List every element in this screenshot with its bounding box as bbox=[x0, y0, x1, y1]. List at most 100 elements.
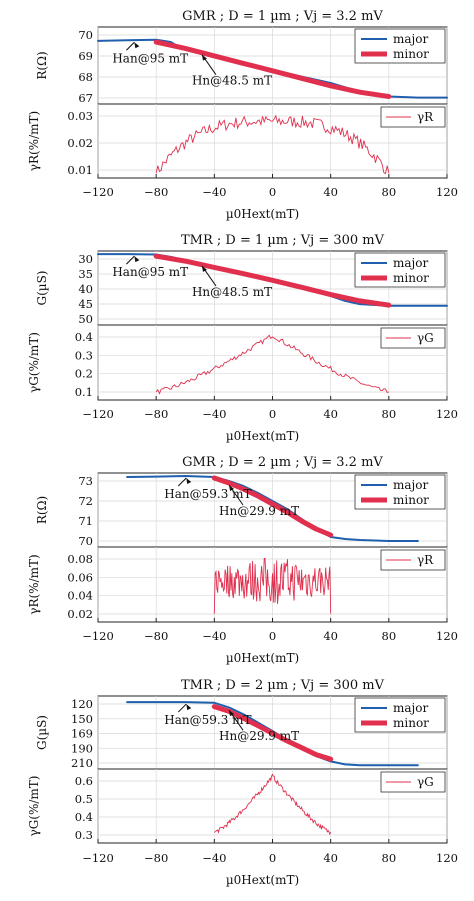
chart-title: TMR ; D = 1 µm ; Vj = 300 mV bbox=[181, 233, 385, 248]
y-tick-label: 0.01 bbox=[67, 163, 93, 177]
x-tick-label: 80 bbox=[382, 851, 397, 865]
annotation-label: Hn@48.5 mT bbox=[192, 285, 272, 299]
x-tick-label: −40 bbox=[202, 407, 226, 421]
y-tick-label: 0.4 bbox=[75, 330, 93, 344]
annotation-label: Han@95 mT bbox=[112, 51, 188, 65]
chart-panel-4: TMR ; D = 2 µm ; Vj = 300 mV120150169190… bbox=[27, 678, 458, 887]
chart-panel-2: TMR ; D = 1 µm ; Vj = 300 mV3035404550G(… bbox=[27, 233, 458, 443]
legend-box bbox=[354, 28, 446, 64]
legend-label: major bbox=[393, 256, 428, 270]
legend-label: major bbox=[393, 701, 428, 715]
annotation-label: Hn@29.9 mT bbox=[219, 504, 299, 518]
legend-label: γR bbox=[417, 110, 434, 124]
annotation-arrow bbox=[177, 477, 187, 487]
y-tick-label: 0.4 bbox=[75, 810, 93, 824]
x-tick-label: 40 bbox=[323, 851, 338, 865]
x-tick-label: 120 bbox=[436, 851, 458, 865]
x-tick-label: 120 bbox=[436, 185, 458, 199]
y-tick-label: 73 bbox=[78, 474, 93, 488]
y-tick-label: 40 bbox=[78, 282, 93, 296]
y-tick-label: 71 bbox=[78, 514, 93, 528]
series-line-gamma bbox=[155, 114, 390, 175]
x-tick-label: −40 bbox=[202, 629, 226, 643]
x-tick-label: 0 bbox=[269, 407, 276, 421]
y-tick-label: 0.04 bbox=[67, 589, 93, 603]
x-tick-label: −80 bbox=[144, 407, 168, 421]
chart-panel-1: GMR ; D = 1 µm ; Vj = 3.2 mV 70 69 68 67 R(Ω)… bbox=[27, 9, 458, 221]
x-tick-label: −40 bbox=[202, 851, 226, 865]
x-tick-label: −120 bbox=[82, 629, 114, 643]
y-axis-label: γG(%/mT) bbox=[27, 332, 41, 393]
legend-box bbox=[380, 106, 446, 128]
legend-label: major bbox=[393, 478, 428, 492]
y-tick-label: 120 bbox=[71, 697, 93, 711]
annotation-arrow bbox=[126, 255, 135, 265]
y-tick-label: 190 bbox=[71, 741, 93, 755]
x-tick-label: 0 bbox=[269, 851, 276, 865]
y-axis-label: γR(%/mT) bbox=[27, 111, 41, 171]
y-tick-label: 67 bbox=[78, 91, 93, 105]
x-tick-label: 80 bbox=[382, 629, 397, 643]
y-tick-label: 0.02 bbox=[67, 136, 93, 150]
y-tick-label: 72 bbox=[78, 494, 93, 508]
x-tick-label: 0 bbox=[269, 185, 276, 199]
annotation-arrowhead bbox=[134, 256, 140, 263]
y-tick-label: 50 bbox=[78, 312, 93, 326]
y-tick-label: 210 bbox=[71, 756, 93, 770]
y-tick-label: 0.3 bbox=[75, 348, 93, 362]
x-tick-label: −80 bbox=[144, 185, 168, 199]
x-tick-label: −120 bbox=[82, 851, 114, 865]
y-axis-label: γG(%/mT) bbox=[27, 776, 41, 837]
series-line-gamma bbox=[213, 557, 332, 614]
annotation-label: Han@59.3 mT bbox=[164, 713, 251, 727]
y-tick-label: 30 bbox=[78, 252, 93, 266]
annotation-label: Han@59.3 mT bbox=[164, 487, 251, 501]
series-line-minor bbox=[153, 253, 392, 308]
legend-label: minor bbox=[393, 47, 429, 61]
series-line-minor bbox=[211, 475, 334, 538]
y-tick-label: 0.1 bbox=[75, 385, 93, 399]
y-tick-label: 70 bbox=[78, 28, 93, 42]
series-line-minor bbox=[153, 39, 392, 99]
annotation-arrowhead bbox=[186, 478, 192, 484]
legend-box bbox=[354, 474, 446, 510]
y-tick-label: 0.6 bbox=[75, 774, 93, 788]
annotation-arrowhead bbox=[201, 265, 207, 272]
series-line-gamma bbox=[155, 334, 389, 395]
series-line-minor bbox=[211, 704, 334, 762]
y-tick-label: 0.06 bbox=[67, 570, 93, 584]
legend-box bbox=[380, 771, 446, 793]
legend-label: major bbox=[393, 32, 428, 46]
series-line-gamma bbox=[214, 773, 332, 836]
y-tick-label: 68 bbox=[78, 70, 93, 84]
y-tick-label: 0.2 bbox=[75, 367, 93, 381]
y-tick-label: 0.03 bbox=[67, 109, 93, 123]
x-tick-label: −80 bbox=[144, 629, 168, 643]
annotation-arrowhead bbox=[201, 54, 207, 61]
legend-box bbox=[354, 252, 446, 288]
y-axis-label: G(µS) bbox=[35, 271, 49, 306]
annotation-arrow bbox=[126, 41, 135, 51]
legend-box bbox=[380, 327, 446, 349]
y-tick-label: 69 bbox=[78, 49, 93, 63]
y-tick-label: 0.3 bbox=[75, 828, 93, 842]
annotation-label: Hn@29.9 mT bbox=[219, 729, 299, 743]
y-tick-label: 35 bbox=[78, 267, 93, 281]
annotation-label: Hn@48.5 mT bbox=[192, 74, 272, 88]
annotation-label: Han@95 mT bbox=[112, 265, 188, 279]
chart-title: GMR ; D = 2 µm ; Vj = 3.2 mV bbox=[182, 455, 383, 470]
y-tick-label: 0.02 bbox=[67, 607, 93, 621]
annotation-arrowhead bbox=[229, 485, 235, 491]
x-tick-label: −40 bbox=[202, 185, 226, 199]
x-tick-label: 40 bbox=[323, 629, 338, 643]
annotation-arrowhead bbox=[229, 710, 235, 717]
legend-label: γG bbox=[417, 775, 434, 789]
x-tick-label: 80 bbox=[382, 407, 397, 421]
x-tick-label: −80 bbox=[144, 851, 168, 865]
y-tick-label: 0.08 bbox=[67, 552, 93, 566]
x-tick-label: 120 bbox=[436, 407, 458, 421]
chart-panel-3: GMR ; D = 2 µm ; Vj = 3.2 mV 73 72 71 70 R(Ω)… bbox=[27, 455, 458, 665]
series-line-major bbox=[126, 475, 419, 542]
legend-box bbox=[380, 549, 446, 571]
